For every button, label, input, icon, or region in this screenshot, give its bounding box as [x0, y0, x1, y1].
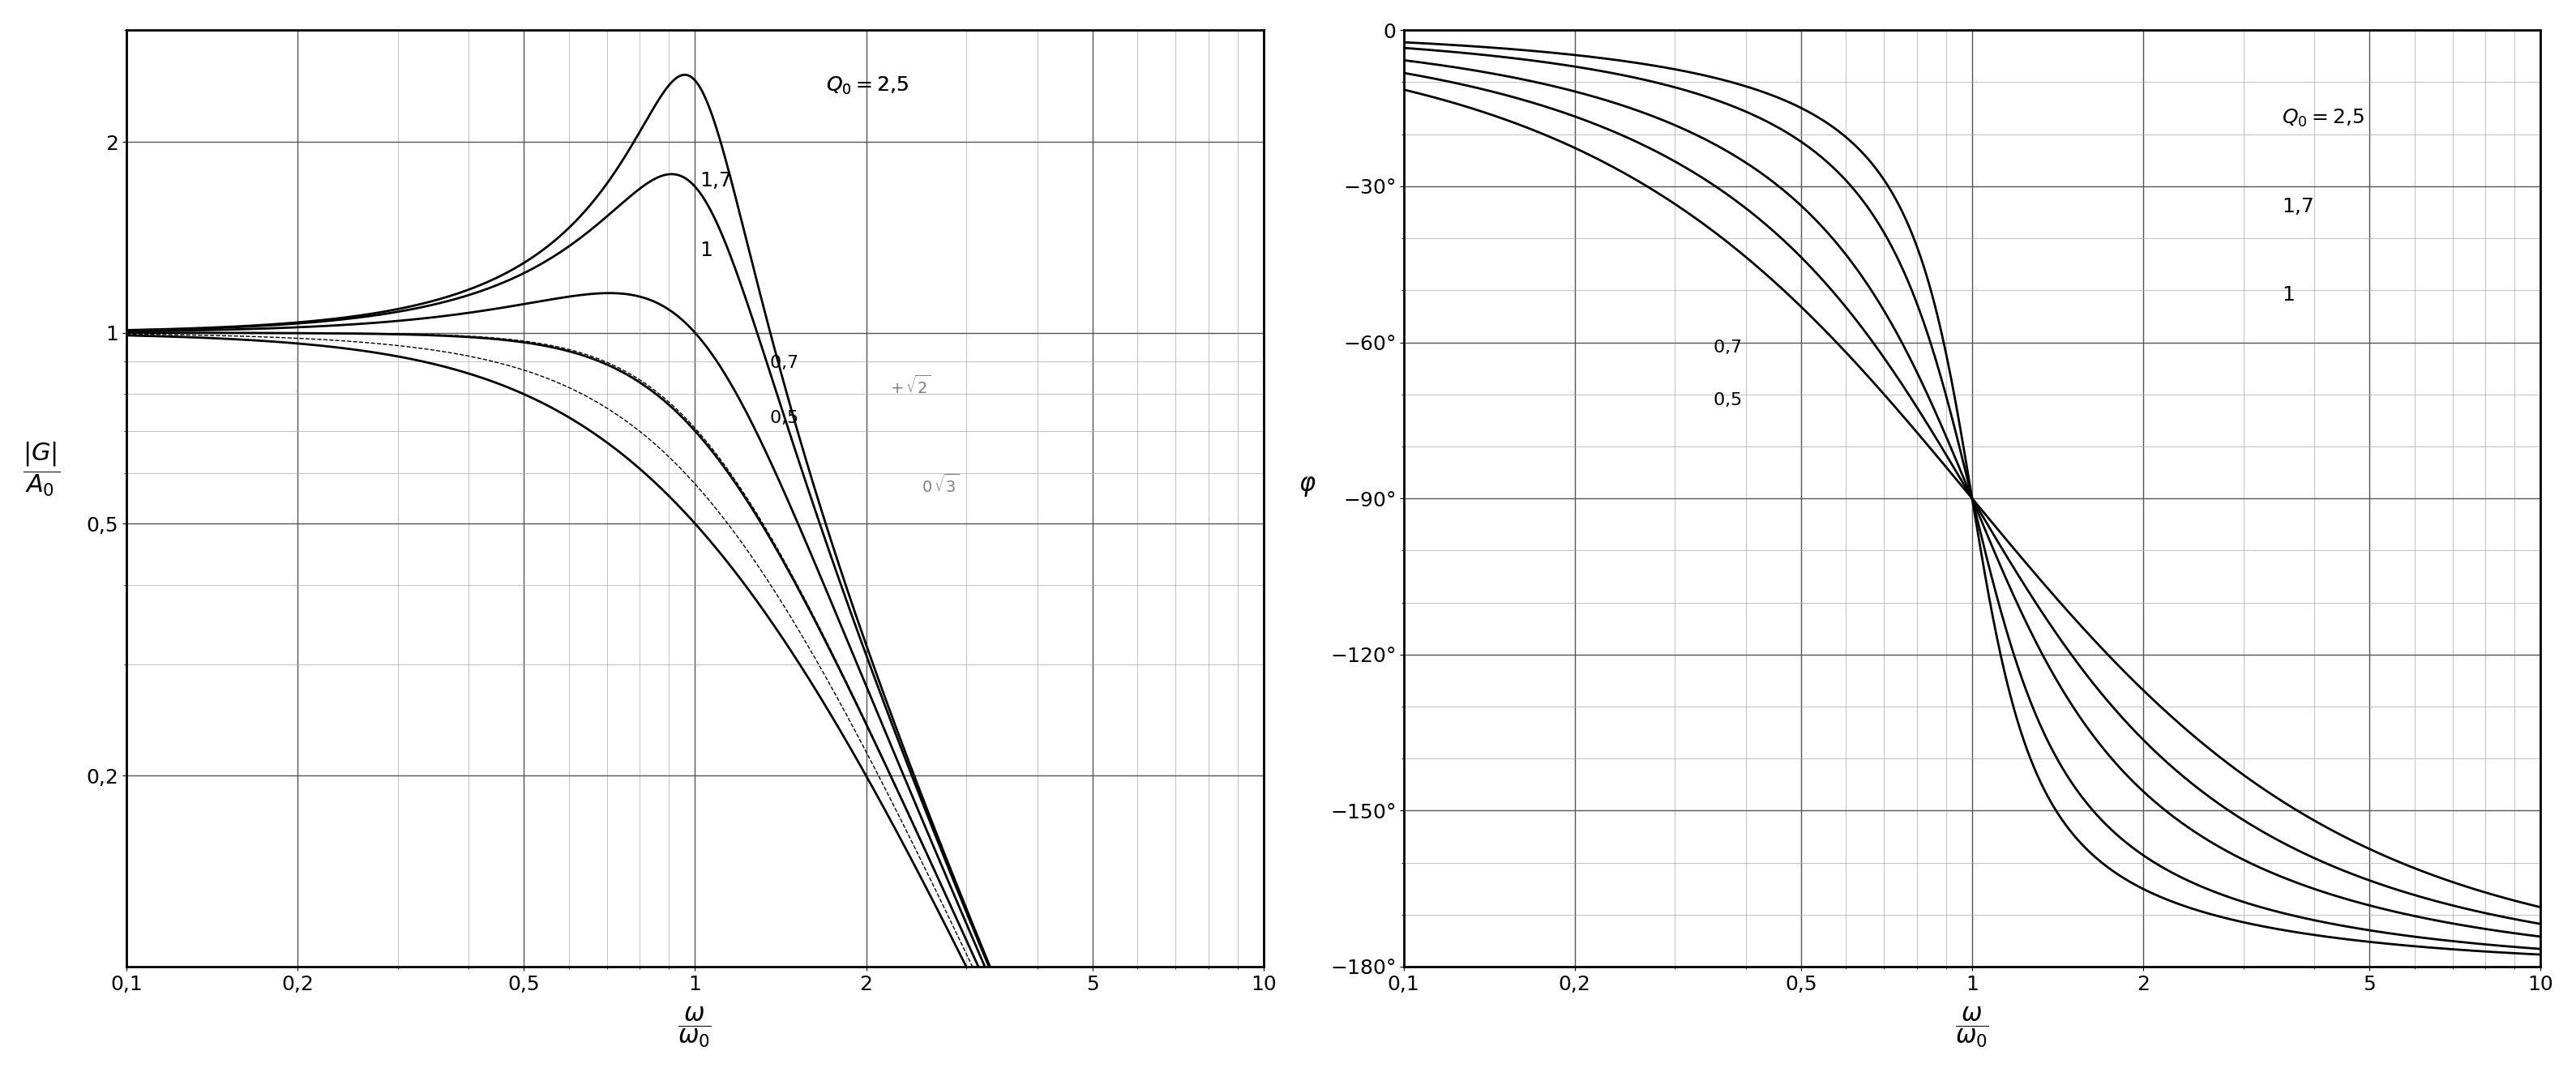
Text: $0{,}7$: $0{,}7$	[770, 354, 799, 371]
X-axis label: $\dfrac{\omega}{\omega_0}$: $\dfrac{\omega}{\omega_0}$	[677, 1006, 711, 1049]
Text: $+\,\sqrt{2}$: $+\,\sqrt{2}$	[889, 375, 930, 398]
Text: $0\,\sqrt{3}$: $0\,\sqrt{3}$	[922, 474, 958, 495]
Text: $Q_0 = 2{,}5$: $Q_0 = 2{,}5$	[2282, 107, 2365, 129]
Text: $Q_0 = 2{,}5$: $Q_0 = 2{,}5$	[827, 75, 909, 96]
Text: $0{,}7$: $0{,}7$	[1713, 338, 1741, 356]
Text: $1$: $1$	[701, 241, 714, 260]
Text: $0{,}5$: $0{,}5$	[770, 408, 799, 427]
Text: $1{,}7$: $1{,}7$	[701, 170, 732, 191]
Text: $1$: $1$	[2282, 285, 2295, 304]
Y-axis label: $\varphi$: $\varphi$	[1298, 475, 1316, 498]
Y-axis label: $\dfrac{|G|}{A_0}$: $\dfrac{|G|}{A_0}$	[23, 441, 59, 498]
Text: $0{,}5$: $0{,}5$	[1713, 390, 1741, 408]
X-axis label: $\dfrac{\omega}{\omega_0}$: $\dfrac{\omega}{\omega_0}$	[1955, 1006, 1989, 1049]
Text: $Q_0 = 2{,}5$: $Q_0 = 2{,}5$	[827, 75, 909, 96]
Text: $1{,}7$: $1{,}7$	[2282, 196, 2313, 217]
